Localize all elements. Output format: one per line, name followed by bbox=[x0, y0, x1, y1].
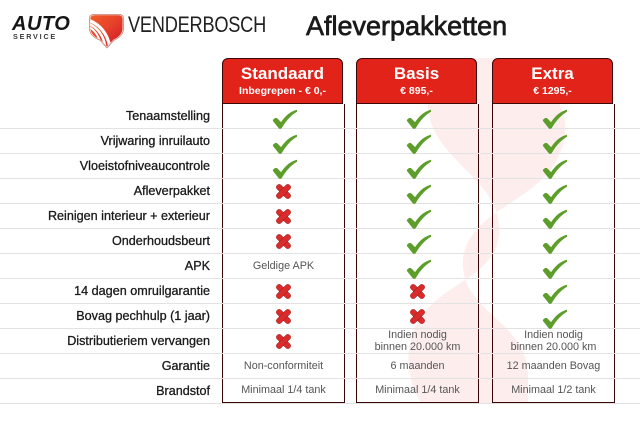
svg-text:VENDERBOSCH: VENDERBOSCH bbox=[128, 12, 266, 37]
svg-text:SERVICE: SERVICE bbox=[13, 32, 57, 41]
